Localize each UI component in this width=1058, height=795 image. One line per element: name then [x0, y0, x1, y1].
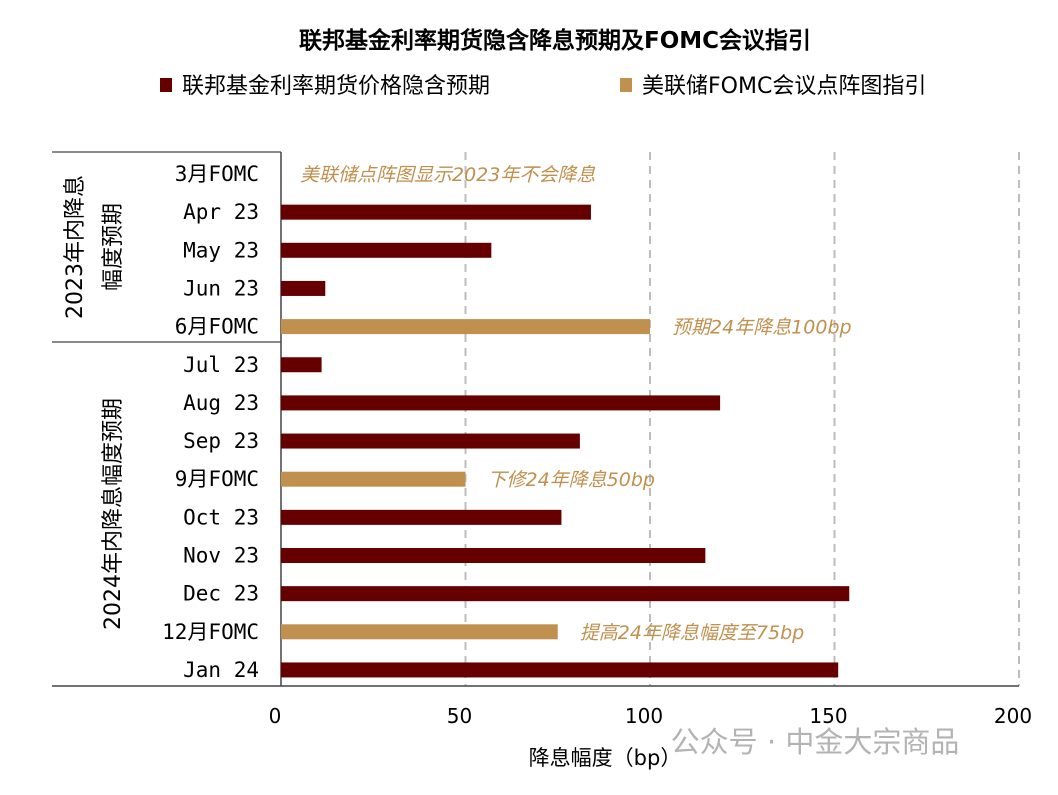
- bar-9月FOMC: [281, 471, 466, 487]
- bar-6月FOMC: [281, 319, 650, 335]
- category-label: Apr 23: [183, 200, 259, 224]
- bar-Oct-23: [281, 509, 562, 525]
- watermark: 公众号 · 中金大宗商品: [671, 725, 960, 759]
- annotation: 美联储点阵图显示2023年不会降息: [300, 164, 595, 186]
- x-tick-label: 200: [994, 704, 1032, 728]
- category-label: Nov 23: [183, 544, 259, 568]
- legend-swatch: [160, 78, 172, 92]
- category-label: Jul 23: [183, 353, 259, 377]
- chart-title: 联邦基金利率期货隐含降息预期及FOMC会议指引: [299, 27, 811, 54]
- bar-Nov-23: [281, 548, 706, 563]
- category-label: 12月FOMC: [162, 620, 259, 644]
- x-tick-label: 150: [809, 704, 847, 728]
- bar-Jan-24: [281, 662, 839, 678]
- category-label: 9月FOMC: [175, 467, 259, 491]
- bar-12月FOMC: [281, 624, 558, 640]
- category-label: Jan 24: [183, 658, 259, 682]
- x-axis-label: 降息幅度（bp）: [529, 746, 682, 770]
- bar-Sep-23: [281, 433, 580, 449]
- annotation: 提高24年降息幅度至75bp: [580, 622, 804, 644]
- category-label: Sep 23: [183, 429, 259, 453]
- x-tick-label: 0: [269, 704, 282, 728]
- bar-Apr-23: [281, 204, 591, 220]
- category-label: 6月FOMC: [175, 315, 259, 339]
- group-label: 2023年内降息: [63, 175, 88, 319]
- group-label: 幅度预期: [101, 203, 126, 291]
- category-label: Dec 23: [183, 582, 259, 606]
- category-label: 3月FOMC: [175, 162, 259, 186]
- group-label: 2024年内降息幅度预期: [101, 398, 126, 630]
- legend-swatch: [620, 78, 632, 92]
- x-ticks: 0 50 100 150 200: [269, 704, 1032, 728]
- bar-May-23: [281, 242, 492, 258]
- x-tick-label: 100: [625, 704, 663, 728]
- bar-Aug-23: [281, 395, 721, 411]
- category-label: Jun 23: [183, 276, 259, 300]
- legend-label: 联邦基金利率期货价格隐含预期: [182, 74, 490, 99]
- x-tick-label: 50: [447, 704, 472, 728]
- annotation: 预期24年降息100bp: [672, 317, 852, 339]
- grid: [52, 151, 1020, 687]
- category-label: Aug 23: [183, 391, 259, 415]
- bar-Dec-23: [281, 586, 850, 602]
- legend-label: 美联储FOMC会议点阵图指引: [642, 74, 926, 99]
- group-labels: 2023年内降息 幅度预期 2024年内降息幅度预期: [63, 175, 126, 630]
- bar-Jun-23: [281, 280, 326, 296]
- category-label: Oct 23: [183, 505, 259, 529]
- category-labels: 3月FOMC Apr 23 May 23 Jun 23 6月FOMC Jul 23 Aug …: [162, 162, 259, 682]
- legend: 联邦基金利率期货价格隐含预期 美联储FOMC会议点阵图指引: [160, 74, 926, 99]
- bar-Jul-23: [281, 357, 322, 373]
- annotation: 下修24年降息50bp: [488, 469, 655, 491]
- category-label: May 23: [183, 238, 259, 262]
